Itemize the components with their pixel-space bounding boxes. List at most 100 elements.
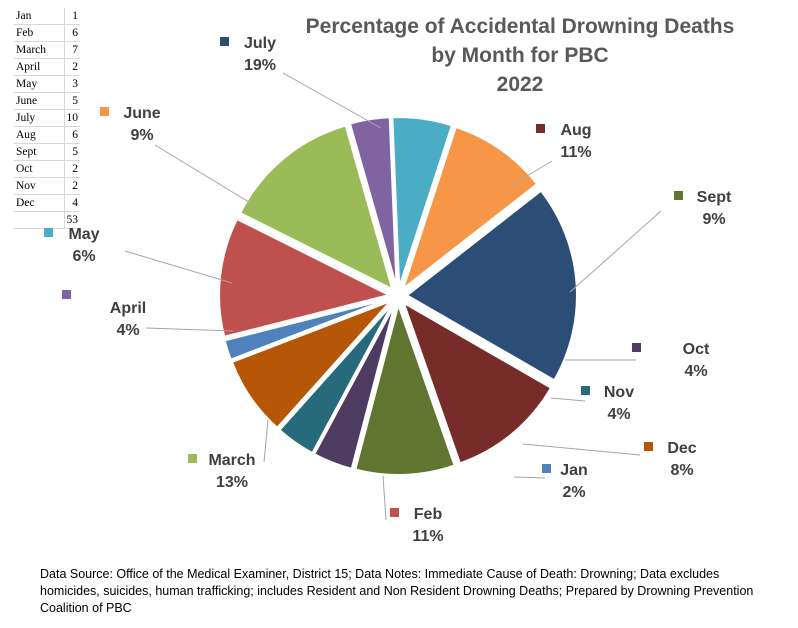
slice-label-feb: Feb (414, 506, 443, 523)
legend-marker-june (100, 107, 109, 116)
table-total-spacer (14, 211, 64, 229)
slice-percent-sept: 9% (702, 211, 725, 228)
chart-title-line: Percentage of Accidental Drowning Deaths (305, 15, 735, 38)
slice-label-nov: Nov (604, 384, 634, 401)
table-row: April 2 (14, 58, 80, 76)
legend-marker-april (62, 290, 71, 299)
pie-slice-july (405, 189, 578, 382)
data-source-footnote: Data Source: Office of the Medical Exami… (40, 567, 754, 615)
table-total-cell: 53 (63, 211, 80, 229)
pie-slice-june (401, 125, 539, 292)
legend-marker-sept (674, 191, 683, 200)
table-row: Aug 6 (14, 126, 80, 144)
pie-slice-nov (278, 302, 394, 455)
slice-label-oct: Oct (683, 341, 710, 358)
chart-title-line: 2022 (496, 73, 544, 96)
pie-slice-sept (354, 301, 456, 476)
slice-label-dec: Dec (667, 440, 696, 457)
table-count-cell: 4 (63, 194, 80, 212)
table-count-cell: 2 (63, 160, 80, 178)
table-month-cell: Sept (14, 143, 64, 161)
slice-percent-march: 13% (216, 474, 248, 491)
slice-label-jan: Jan (560, 462, 588, 479)
table-row: Oct 2 (14, 160, 80, 178)
pie-slice-jan (223, 297, 390, 361)
table-count-cell: 1 (63, 8, 80, 25)
table-row: March 7 (14, 41, 80, 59)
chart-title: Percentage of Accidental Drowning Deaths… (290, 12, 750, 99)
slice-label-sept: Sept (697, 189, 732, 206)
table-count-cell: 5 (63, 92, 80, 110)
table-row: July 10 (14, 109, 80, 127)
table-month-cell: Aug (14, 126, 64, 144)
leader-line-nov (550, 397, 586, 402)
slice-percent-june: 9% (130, 127, 153, 144)
slice-percent-feb: 11% (412, 528, 443, 545)
legend-marker-oct (632, 343, 641, 352)
legend-marker-may (44, 228, 53, 237)
table-month-cell: Nov (14, 177, 64, 195)
slice-percent-aug: 11% (560, 144, 591, 161)
leader-line-feb (382, 475, 387, 521)
table-month-cell: June (14, 92, 64, 110)
table-count-cell: 7 (63, 41, 80, 59)
table-count-cell: 2 (63, 177, 80, 195)
leader-line-may (124, 250, 233, 284)
slice-percent-jan: 2% (562, 484, 585, 501)
slice-label-july: July (244, 35, 276, 52)
slice-label-aug: Aug (560, 122, 591, 139)
table-count-cell: 2 (63, 58, 80, 76)
table-month-cell: Jan (14, 8, 64, 25)
slice-label-june: June (123, 105, 160, 122)
table-count-cell: 5 (63, 143, 80, 161)
table-month-cell: Dec (14, 194, 64, 212)
table-row: Dec 4 (14, 194, 80, 212)
leader-line-july (282, 72, 382, 129)
legend-marker-nov (581, 386, 590, 395)
table-total-row: 53 (14, 211, 80, 229)
pie-slice-oct (312, 303, 396, 471)
pie-slice-dec (230, 300, 392, 430)
slice-percent-nov: 4% (607, 406, 630, 423)
slice-percent-may: 6% (72, 248, 95, 265)
table-row: June 5 (14, 92, 80, 110)
table-month-cell: March (14, 41, 64, 59)
table-row: May 3 (14, 75, 80, 93)
slice-percent-july: 19% (244, 57, 276, 74)
pie-slice-march (238, 124, 394, 291)
legend-marker-july (220, 37, 229, 46)
slice-label-may: May (68, 226, 99, 243)
leader-line-march (263, 419, 269, 463)
leader-line-april (145, 327, 234, 332)
table-count-cell: 6 (63, 126, 80, 144)
legend-marker-march (188, 454, 197, 463)
leader-line-aug (509, 160, 553, 187)
legend-marker-dec (644, 442, 653, 451)
leader-line-dec (522, 443, 641, 456)
slice-percent-oct: 4% (684, 363, 707, 380)
leader-line-june (154, 144, 258, 208)
table-month-cell: Feb (14, 24, 64, 42)
table-count-cell: 10 (63, 109, 80, 127)
leader-line-sept (569, 210, 662, 293)
chart-title-line: by Month for PBC (431, 44, 609, 67)
table-row: Sept 5 (14, 143, 80, 161)
table-count-cell: 3 (63, 75, 80, 93)
pie-slice-may (391, 116, 454, 288)
table-month-cell: Oct (14, 160, 64, 178)
table-month-cell: May (14, 75, 64, 93)
legend-marker-aug (536, 124, 545, 133)
table-count-cell: 6 (63, 24, 80, 42)
legend-marker-feb (390, 508, 399, 517)
table-month-cell: April (14, 58, 64, 76)
leader-line-jan (513, 476, 546, 479)
pie-slice-april (348, 116, 398, 288)
slice-label-march: March (208, 452, 255, 469)
legend-marker-jan (542, 464, 551, 473)
table-row: Nov 2 (14, 177, 80, 195)
table-row: Jan 1 (14, 8, 80, 25)
monthly-count-table: Jan 1 Feb 6 March 7 April 2 May 3 June 5 July 10 Aug 6 S… (14, 8, 80, 229)
slice-percent-april: 4% (116, 322, 139, 339)
pie-slice-aug (401, 300, 553, 465)
